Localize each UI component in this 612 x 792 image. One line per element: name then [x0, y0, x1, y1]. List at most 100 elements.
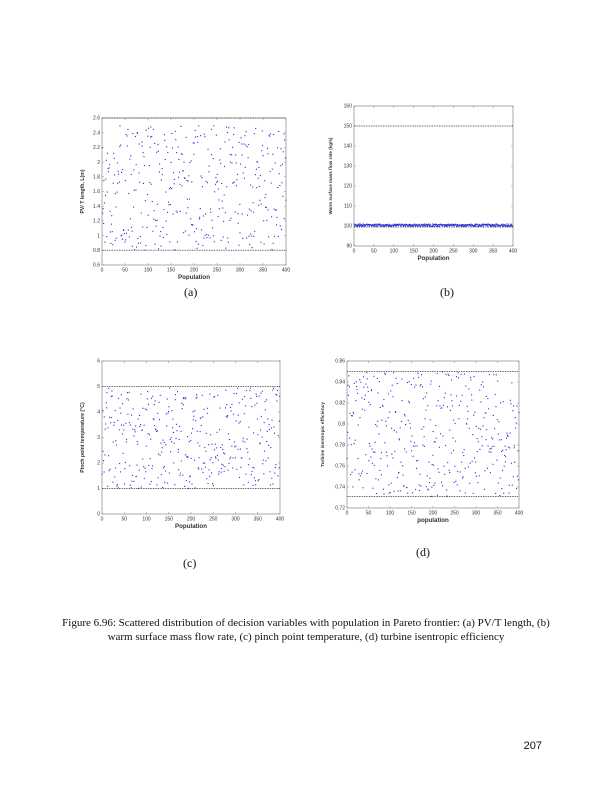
y-tick-label: 0.6 — [93, 263, 100, 269]
x-tick-label: 150 — [167, 268, 176, 274]
y-axis-label: Warm surface mass flow rate (kg/s) — [328, 137, 333, 214]
y-tick-label: 0.84 — [335, 380, 345, 386]
x-tick-label: 400 — [282, 268, 291, 274]
axis-ticks: 0 50 100 150 200 250 300 350 400 0.72 0.74 0.76 0.78… — [335, 359, 523, 517]
x-tick-label: 150 — [409, 249, 418, 255]
scatter-plot-warm-surface-mass-flow: 0 50 100 150 200 250 300 350 400 90 100 110 120 130 14… — [328, 104, 518, 262]
subplot-label-d: (d) — [416, 545, 430, 559]
x-tick-label: 100 — [142, 517, 151, 523]
x-axis-label: Population — [418, 255, 450, 262]
y-axis-label: PV/ T length, L(m) — [80, 169, 86, 213]
y-axis-label: Pinch point temperature (°C) — [80, 402, 86, 473]
y-tick-label: 2 — [97, 160, 100, 166]
y-tick-label: 3 — [97, 435, 100, 441]
axis-ticks: 0 50 100 150 200 250 300 350 400 0 1 2 3 4 5 6 — [97, 359, 284, 523]
y-tick-label: 0.74 — [335, 485, 345, 491]
figure-caption: Figure 6.96: Scattered distribution of d… — [62, 617, 550, 643]
y-tick-label: 160 — [344, 104, 353, 110]
x-tick-label: 200 — [190, 268, 199, 274]
x-tick-label: 100 — [386, 511, 395, 517]
x-tick-label: 50 — [371, 249, 377, 255]
x-tick-label: 0 — [101, 517, 104, 523]
axis-ticks: 0 50 100 150 200 250 300 350 400 90 100 110 120 130 14… — [344, 104, 518, 255]
x-tick-label: 200 — [429, 511, 438, 517]
subplot-label-a: (a) — [184, 285, 198, 299]
y-tick-label: 2.2 — [93, 145, 100, 151]
y-tick-label: 6 — [97, 359, 100, 365]
plot-area-frame — [346, 360, 520, 509]
x-tick-label: 400 — [276, 517, 285, 523]
x-tick-label: 250 — [450, 511, 459, 517]
y-tick-label: 140 — [344, 144, 353, 150]
x-tick-label: 250 — [209, 517, 218, 523]
y-tick-label: 4 — [97, 410, 100, 416]
scatter-plot-pvt-length: 0 50 100 150 200 250 300 350 400 0.6 0.8 1 1.2 1.4 1.6… — [80, 116, 290, 280]
subplot-label-b: (b) — [440, 285, 454, 299]
y-tick-label: 120 — [344, 184, 353, 190]
x-tick-label: 350 — [254, 517, 263, 523]
x-tick-label: 250 — [213, 268, 222, 274]
y-tick-label: 0.82 — [335, 401, 345, 407]
y-tick-label: 1.4 — [93, 204, 100, 210]
axis-ticks: 0 50 100 150 200 250 300 350 400 0.6 0.8 1 1.2 1.4 1.6… — [93, 116, 290, 274]
y-tick-label: 130 — [344, 164, 353, 170]
x-tick-label: 50 — [122, 268, 128, 274]
scatter-points — [101, 387, 281, 489]
x-tick-label: 200 — [429, 249, 438, 255]
x-tick-label: 50 — [366, 511, 372, 517]
x-tick-label: 0 — [346, 511, 349, 517]
y-tick-label: 0.8 — [338, 422, 345, 428]
x-tick-label: 300 — [472, 511, 481, 517]
subplot-b: 0 50 100 150 200 250 300 350 400 90 100 110 120 130 14… — [326, 100, 526, 268]
y-tick-label: 2 — [97, 461, 100, 467]
x-axis-label: Population — [178, 274, 210, 280]
subplot-c: 0 50 100 150 200 250 300 350 400 0 1 2 3 4 5 6 Populatio… — [78, 355, 298, 535]
x-tick-label: 350 — [493, 511, 502, 517]
subplot-label-c: (c) — [183, 556, 197, 570]
y-tick-label: 150 — [344, 124, 353, 130]
y-tick-label: 2.4 — [93, 130, 100, 136]
scatter-points — [346, 371, 520, 497]
x-tick-label: 100 — [144, 268, 153, 274]
x-tick-label: 300 — [231, 517, 240, 523]
y-tick-label: 100 — [344, 224, 353, 230]
y-tick-label: 1 — [97, 233, 100, 239]
x-tick-label: 350 — [259, 268, 268, 274]
x-tick-label: 0 — [101, 268, 104, 274]
y-tick-label: 0.86 — [335, 359, 345, 365]
y-tick-label: 0.76 — [335, 464, 345, 470]
scatter-points — [101, 125, 287, 251]
y-tick-label: 0 — [97, 512, 100, 518]
y-tick-label: 0.72 — [335, 506, 345, 512]
y-tick-label: 1 — [97, 486, 100, 492]
y-tick-label: 110 — [344, 204, 352, 210]
scatter-plot-turbine-efficiency: 0 50 100 150 200 250 300 350 400 0.72 0.74 0.76 0.78… — [320, 359, 523, 524]
x-tick-label: 100 — [390, 249, 399, 255]
y-tick-label: 5 — [97, 384, 100, 390]
x-tick-label: 50 — [121, 517, 127, 523]
plot-area-frame — [101, 360, 281, 515]
y-tick-label: 0.8 — [93, 248, 100, 254]
scatter-plot-pinch-point-temperature: 0 50 100 150 200 250 300 350 400 0 1 2 3 4 5 6 Populatio… — [80, 359, 284, 530]
x-tick-label: 300 — [469, 249, 478, 255]
scatter-points — [353, 223, 514, 227]
x-tick-label: 350 — [489, 249, 498, 255]
subplot-a: 0 50 100 150 200 250 300 350 400 0.6 0.8 1 1.2 1.4 1.6… — [78, 112, 298, 280]
page-number: 207 — [523, 740, 542, 752]
plot-area-frame — [353, 105, 514, 247]
x-tick-label: 0 — [353, 249, 356, 255]
y-tick-label: 2.6 — [93, 116, 100, 122]
x-tick-label: 400 — [515, 511, 524, 517]
y-axis-label: Turbine isentropic efficiency — [320, 402, 326, 467]
y-tick-label: 1.6 — [93, 189, 100, 195]
x-tick-label: 300 — [236, 268, 245, 274]
y-tick-label: 90 — [346, 244, 352, 250]
plot-area-frame — [101, 117, 287, 266]
x-tick-label: 150 — [165, 517, 174, 523]
x-tick-label: 250 — [449, 249, 458, 255]
x-tick-label: 200 — [187, 517, 196, 523]
subplot-d: 0 50 100 150 200 250 300 350 400 0.72 0.74 0.76 0.78… — [318, 355, 533, 535]
x-tick-label: 150 — [407, 511, 416, 517]
y-tick-label: 1.8 — [93, 175, 100, 181]
x-tick-label: 400 — [509, 249, 518, 255]
